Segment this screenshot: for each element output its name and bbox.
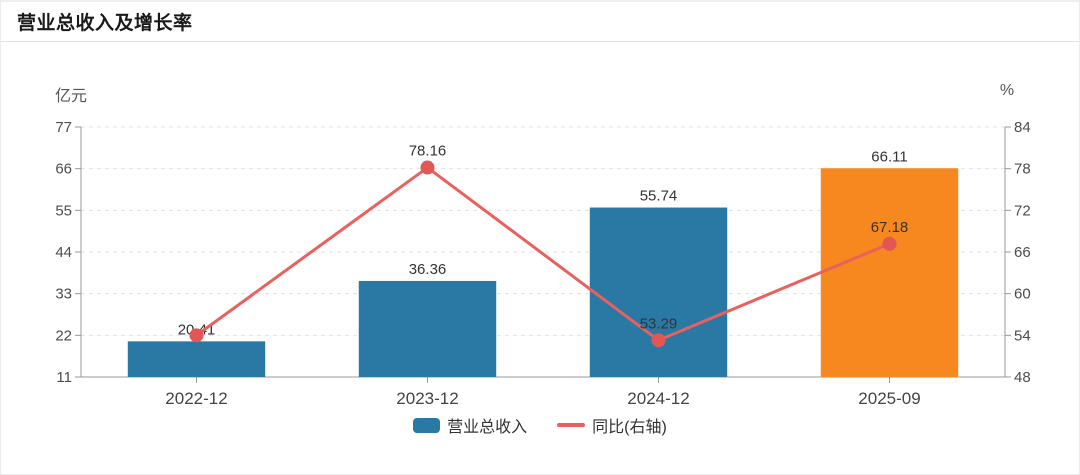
- x-axis-category-label: 2022-12: [165, 389, 227, 408]
- line-value-label: 53.29: [640, 315, 678, 332]
- legend-revenue-label: 营业总收入: [447, 419, 528, 436]
- left-axis-tick-label: 33: [55, 286, 72, 303]
- x-axis-category-label: 2023-12: [396, 389, 458, 408]
- yoy-line: [195, 166, 891, 342]
- bar-value-label: 66.11: [871, 148, 907, 165]
- right-axis-tick-label: 60: [1014, 286, 1031, 303]
- left-axis-tick-label: 11: [56, 369, 72, 386]
- left-axis-tick-label: 22: [55, 327, 72, 344]
- left-axis-unit-label: 亿元: [54, 88, 87, 105]
- legend-bar-swatch-icon: [413, 417, 441, 433]
- revenue-bar[interactable]: [820, 168, 959, 377]
- line-value-label: 67.18: [871, 219, 909, 236]
- x-axis-category-label: 2025-09: [858, 389, 920, 408]
- right-axis-tick-label: 78: [1014, 161, 1031, 178]
- revenue-bar[interactable]: [358, 280, 497, 377]
- yoy-line-point[interactable]: [189, 328, 204, 343]
- right-axis-tick-label: 84: [1014, 119, 1031, 136]
- legend-item-revenue[interactable]: 营业总收入: [413, 413, 527, 437]
- bar-value-label: 55.74: [640, 188, 678, 205]
- legend-line-swatch-icon: [557, 423, 586, 427]
- yoy-line-point[interactable]: [651, 333, 666, 348]
- left-axis-tick-label: 66: [55, 161, 72, 178]
- revenue-bar[interactable]: [127, 341, 266, 377]
- right-axis-unit-label: %: [999, 82, 1015, 99]
- card-header: 营业总收入及增长率: [1, 2, 1079, 42]
- legend-item-yoy[interactable]: 同比(右轴): [557, 413, 667, 437]
- right-axis-tick-label: 54: [1014, 327, 1031, 344]
- yoy-line-point[interactable]: [420, 160, 435, 175]
- right-axis-tick-label: 72: [1014, 202, 1031, 219]
- x-axis-category-label: 2024-12: [627, 389, 689, 408]
- bar-value-label: 36.36: [409, 261, 447, 278]
- chart-legend: 营业总收入 同比(右轴): [1, 413, 1079, 437]
- left-axis-tick-label: 77: [55, 119, 72, 136]
- right-axis-tick-label: 66: [1014, 244, 1031, 261]
- revenue-bar[interactable]: [589, 207, 728, 377]
- right-axis-tick-label: 48: [1014, 369, 1031, 386]
- chart-canvas: 77 66 55 44 33 22 11 84 78 72 66 60 54 48 2022-12 2023-…: [55, 119, 1031, 408]
- yoy-line-point[interactable]: [882, 236, 897, 251]
- legend-yoy-label: 同比(右轴): [592, 419, 667, 436]
- left-axis-tick-label: 55: [55, 202, 72, 219]
- line-value-label: 78.16: [409, 143, 447, 160]
- left-axis-tick-label: 44: [55, 244, 72, 261]
- chart-title: 营业总收入及增长率: [17, 13, 193, 34]
